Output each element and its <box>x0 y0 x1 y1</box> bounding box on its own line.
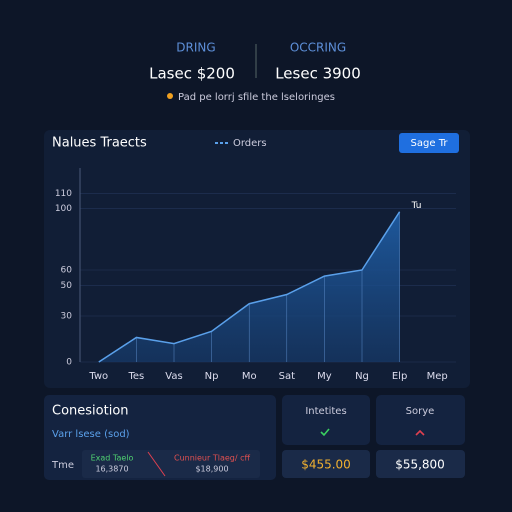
mini-row <box>82 450 260 478</box>
mini-value: $18,900 <box>195 465 228 474</box>
note-icon <box>167 93 173 99</box>
caret-icon <box>415 429 425 436</box>
x-tick-label: My <box>317 371 332 382</box>
panel-title: Nalues Traects <box>52 136 147 151</box>
card-label: Intetites <box>305 406 346 417</box>
check-icon <box>320 428 330 437</box>
button[interactable] <box>399 133 459 153</box>
x-tick-label: Tes <box>128 371 145 382</box>
x-tick-label: Vas <box>165 371 182 382</box>
stat-label: OCCRING <box>290 41 346 55</box>
stat-label: DRING <box>176 41 215 55</box>
x-tick-label: Sat <box>279 371 295 382</box>
line <box>98 211 401 363</box>
x-tick-label: Ng <box>355 371 369 382</box>
button-label[interactable]: Sage Tr <box>411 138 449 149</box>
x-tick-label: Two <box>88 371 108 382</box>
y-tick-label: 100 <box>55 204 72 214</box>
y-tick-label: 30 <box>61 312 73 322</box>
x-tick-label: Mo <box>242 371 257 382</box>
mini-line <box>147 451 166 477</box>
y-tick-label: 110 <box>55 189 72 199</box>
note: Pad pe lorrj sfile the lseloringes <box>178 92 335 103</box>
y-tick-label: 60 <box>61 266 73 276</box>
legend-label: Orders <box>233 138 267 149</box>
x-tick-label: Elp <box>392 371 407 382</box>
x-tick-label: Np <box>205 371 219 382</box>
annotation: Tu <box>411 201 422 211</box>
summary-subtitle: Varr lsese (sod) <box>52 429 130 440</box>
card-value-box <box>376 450 465 478</box>
mini-label: Exad Taelo <box>91 454 134 463</box>
row-label: Tme <box>51 460 74 471</box>
y-tick-label: 0 <box>66 358 72 368</box>
card <box>376 395 465 445</box>
stat-value: Lesec 3900 <box>275 65 361 83</box>
card-value: $55,800 <box>395 458 445 472</box>
card-label: Sorye <box>406 406 435 417</box>
y-tick-label: 50 <box>61 281 73 291</box>
stat-value: Lasec $200 <box>149 65 235 83</box>
card-value: $455.00 <box>301 458 351 472</box>
x-tick-label: Mep <box>427 371 448 382</box>
mini-label: Cunnieur Tlaeg/ cff <box>174 454 250 463</box>
card-value-box <box>282 450 370 478</box>
mini-value: 16,3870 <box>95 465 128 474</box>
card <box>282 395 370 445</box>
summary-title: Conesiotion <box>52 404 129 419</box>
